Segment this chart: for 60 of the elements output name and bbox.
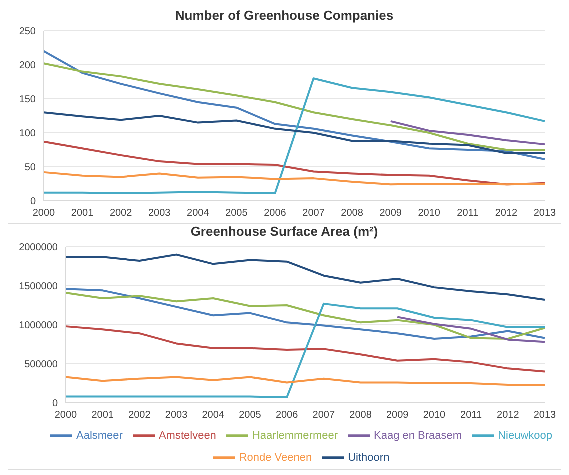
x-tick-label: 2012 [497,410,520,422]
line-series [43,78,546,195]
legend-label: Aalsmeer [76,430,123,442]
y-tick-label: 150 [19,94,36,106]
legend-label: Ronde Veenen [239,452,312,464]
legend-label: Haarlemmermeer [252,430,338,442]
x-tick-label: 2010 [418,208,441,220]
chart-title: Greenhouse Surface Area (m²) [190,224,378,239]
x-tick-label: 2007 [312,410,336,422]
x-tick-label: 2010 [423,410,446,422]
x-tick-label: 2013 [534,208,557,220]
x-tick-label: 2005 [226,208,248,220]
legend-label: Kaag en Braasem [374,430,462,442]
x-tick-label: 2001 [71,208,94,220]
y-tick-label: 500000 [24,360,58,371]
x-tick-label: 2006 [276,410,299,422]
x-tick-label: 2000 [32,208,56,220]
line-series [43,171,546,186]
line-series [43,140,546,186]
x-tick-label: 2005 [239,410,262,422]
x-tick-label: 2004 [187,208,210,220]
y-tick-label: 250 [19,26,36,38]
y-tick-label: 50 [24,162,36,174]
line-series [390,120,546,146]
x-tick-label: 2009 [386,410,410,422]
x-tick-label: 2004 [202,410,225,422]
x-tick-label: 2003 [148,208,172,220]
chart-title: Number of Greenhouse Companies [175,8,394,23]
legend-label: Uithoorn [348,452,390,464]
y-tick-label: 200 [19,60,36,72]
legend-label: Amstelveen [158,430,216,442]
x-tick-label: 2000 [54,410,78,422]
line-series [65,302,546,399]
x-tick-label: 2002 [110,208,133,220]
x-tick-label: 2011 [457,208,480,220]
x-tick-label: 2012 [495,208,518,220]
line-series [65,326,546,373]
x-tick-label: 2008 [350,410,372,422]
line-series [396,316,546,344]
line-series [65,376,546,386]
x-tick-label: 2013 [534,410,557,422]
line-series [43,112,546,154]
y-tick-label: 2000000 [19,242,58,254]
y-tick-label: 100 [19,128,36,140]
legend-label: Nieuwkoop [498,430,552,442]
x-tick-label: 2009 [380,208,402,220]
y-tick-label: 1000000 [19,320,58,332]
x-tick-label: 2008 [341,208,364,220]
y-tick-label: 0 [30,196,36,208]
line-series [43,50,546,161]
x-tick-label: 2006 [264,208,287,220]
x-tick-label: 2011 [460,410,482,422]
line-series [43,62,546,151]
x-tick-label: 2003 [165,410,188,422]
x-tick-label: 2002 [128,410,152,422]
x-tick-label: 2001 [92,410,114,422]
y-tick-label: 0 [52,398,58,410]
y-tick-label: 1500000 [19,282,58,293]
x-tick-label: 2007 [302,208,326,220]
line-series [65,254,546,302]
